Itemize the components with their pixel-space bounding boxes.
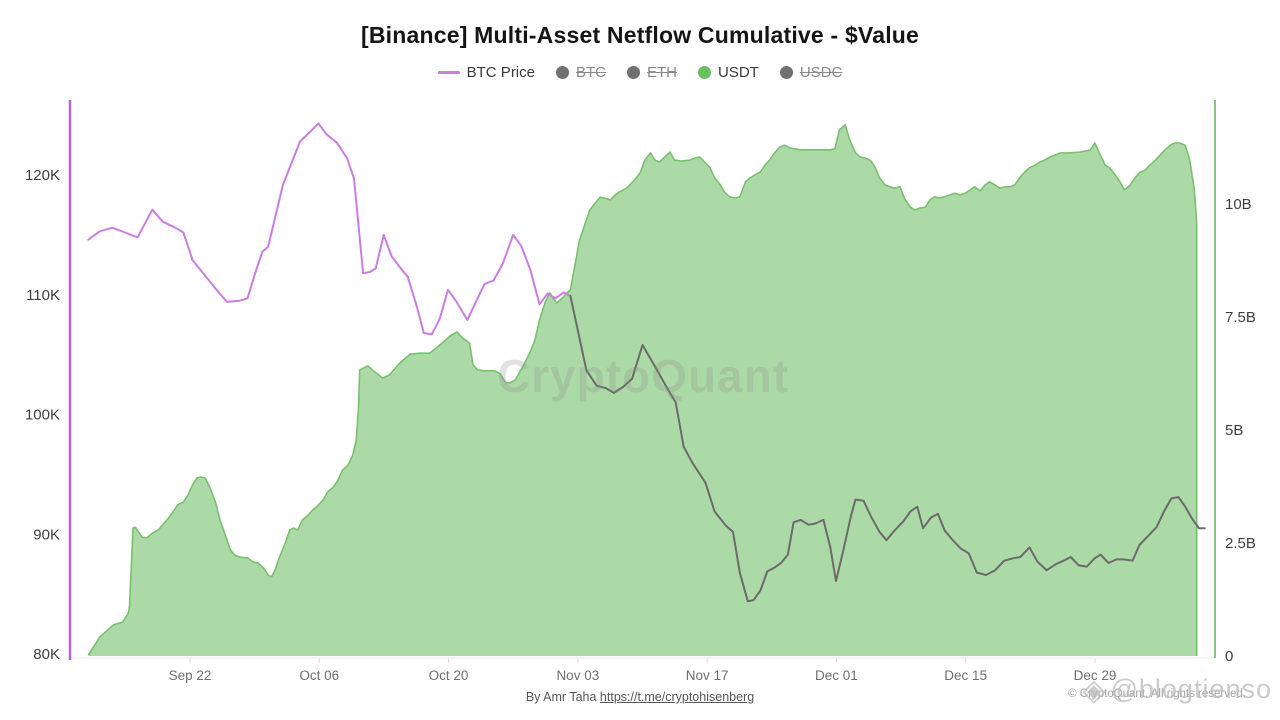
- byline-telegram-link[interactable]: https://t.me/cryptohisenberg: [599, 690, 755, 704]
- y-axis-right-tick-label: 0: [1225, 648, 1233, 665]
- y-axis-right-tick-label: 2.5B: [1225, 535, 1256, 552]
- x-axis-tick-label: Dec 15: [944, 668, 987, 683]
- x-axis-tick-label: Nov 17: [686, 668, 729, 683]
- x-axis-tick-label: Nov 03: [556, 668, 599, 683]
- x-axis-tick-label: Sep 22: [169, 668, 212, 683]
- y-axis-left-tick-label: 120K: [25, 167, 60, 184]
- y-axis-right-tick-label: 5B: [1225, 422, 1243, 439]
- legend-label: BTC Price: [466, 63, 535, 81]
- page-title: [Binance] Multi-Asset Netflow Cumulative…: [360, 22, 920, 48]
- btc-price-line: [87, 122, 572, 336]
- y-axis-left-tick-label: 80K: [33, 646, 60, 663]
- btc-price-line-overlap: [569, 294, 1206, 603]
- y-axis-right-tick-label: 7.5B: [1225, 309, 1256, 326]
- legend-item-usdt[interactable]: USDT: [697, 63, 759, 81]
- x-axis-tick-label: Oct 20: [429, 668, 469, 683]
- cryptoquant-watermark: CryptoQuant: [497, 350, 789, 402]
- y-axis-left-tick-label: 90K: [33, 526, 60, 543]
- byline: By Amr Taha https://t.me/cryptohisenberg: [0, 690, 1280, 704]
- legend-item-eth[interactable]: ETH: [626, 63, 677, 81]
- x-axis-tick-label: Oct 06: [299, 668, 339, 683]
- usdt-area-edge: [87, 124, 1198, 656]
- legend: BTC Price BTC ETH USDT USDC: [0, 61, 1280, 83]
- legend-dot-swatch: [779, 65, 793, 79]
- y-axis-left-tick-label: 110K: [26, 287, 60, 304]
- byline-author: By Amr Taha: [525, 690, 600, 704]
- legend-label: USDC: [799, 63, 843, 81]
- legend-dot-swatch: [626, 65, 640, 79]
- legend-dot-swatch: [555, 65, 569, 79]
- x-axis-tick-label: Dec 29: [1074, 668, 1117, 683]
- legend-label: USDT: [717, 63, 759, 81]
- y-axis-right-tick-label: 10B: [1225, 196, 1252, 213]
- usdt-area: [88, 124, 1197, 656]
- x-axis-tick-label: Dec 01: [815, 668, 858, 683]
- legend-item-btc[interactable]: BTC: [555, 63, 606, 81]
- y-axis-left-tick-label: 100K: [25, 407, 60, 424]
- legend-label: BTC: [575, 63, 606, 81]
- legend-label: ETH: [646, 63, 677, 81]
- legend-dot-swatch: [697, 65, 711, 79]
- legend-item-btc-price[interactable]: BTC Price: [437, 63, 535, 81]
- legend-item-usdc[interactable]: USDC: [779, 63, 843, 81]
- copyright-text: © CryptoQuant. All rights reserved.: [1068, 688, 1246, 700]
- legend-line-swatch: [437, 70, 460, 74]
